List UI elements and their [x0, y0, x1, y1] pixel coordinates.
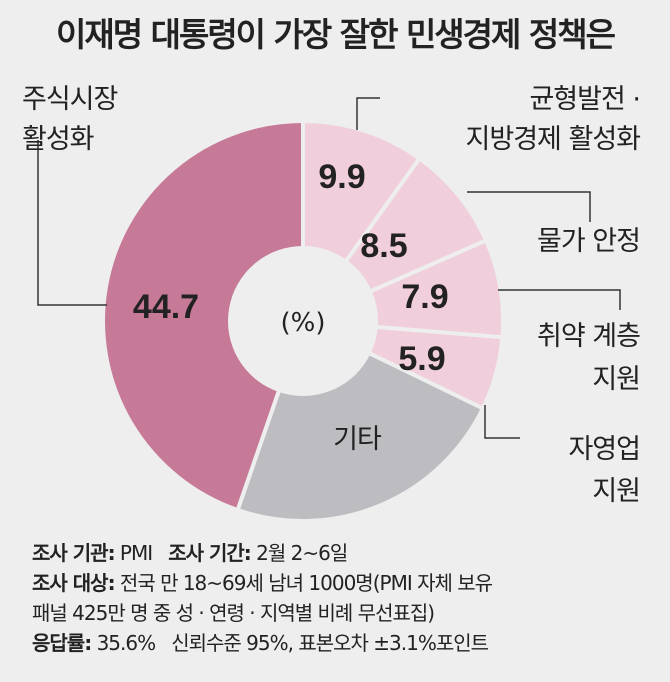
- survey-info: 조사 기관: PMI 조사 기간: 2월 2~6일 조사 대상: 전국 만 18…: [32, 538, 493, 658]
- survey-line-3: 패널 425만 명 중 성 · 연령 · 지역별 비례 무선표집): [32, 601, 435, 625]
- category-label-0: 균형발전 ·: [529, 84, 640, 115]
- category-label-2: 지원: [592, 364, 640, 395]
- category-label-3: 지원: [592, 476, 640, 507]
- category-label-1: 물가 안정: [537, 226, 640, 257]
- value-label-4: 기타: [333, 424, 382, 455]
- donut-hole: [232, 250, 374, 392]
- survey-line-2: 조사 대상: 전국 만 18~69세 남녀 1000명(PMI 자체 보유: [32, 571, 493, 595]
- leader-line: [37, 140, 107, 306]
- survey-line-1: 조사 기관: PMI 조사 기간: 2월 2~6일: [32, 541, 348, 565]
- slice-4: [235, 350, 486, 523]
- survey-line-4: 응답률: 35.6% 신뢰수준 95%, 표본오차 ±3.1%포인트: [32, 631, 489, 655]
- value-label-0: 9.9: [318, 158, 365, 196]
- chart-title: 이재명 대통령이 가장 잘한 민생경제 정책은: [56, 15, 616, 54]
- leader-line: [467, 191, 591, 222]
- value-label-3: 5.9: [398, 340, 445, 378]
- value-label-2: 7.9: [401, 278, 448, 316]
- category-label-5: 주식시장: [22, 84, 118, 115]
- slice-5: [101, 118, 305, 513]
- value-label-5: 44.7: [133, 288, 199, 326]
- leader-line: [484, 405, 520, 439]
- leader-line: [356, 97, 380, 130]
- unit-label: (%): [281, 308, 326, 338]
- leader-line: [498, 289, 621, 310]
- category-label-5: 활성화: [22, 124, 94, 155]
- category-label-3: 자영업: [568, 434, 640, 465]
- category-label-2: 취약 계층: [537, 321, 640, 352]
- category-label-0: 지방경제 활성화: [466, 124, 641, 155]
- value-label-1: 8.5: [360, 227, 407, 265]
